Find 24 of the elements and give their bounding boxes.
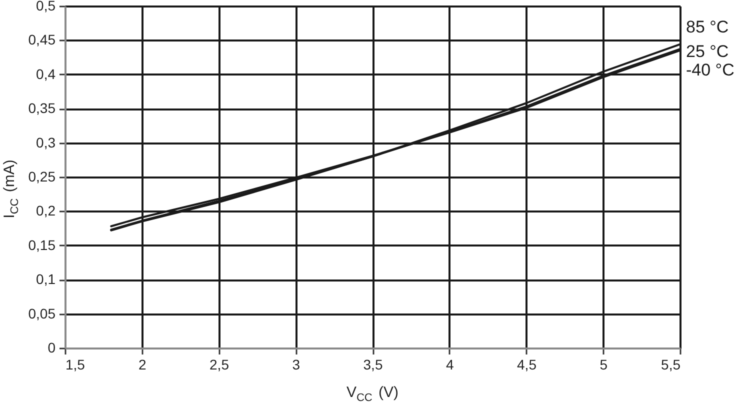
y-tick-label: 0,2 bbox=[36, 202, 56, 219]
x-tick-label: 2 bbox=[138, 356, 146, 372]
x-tick-label: 3,5 bbox=[363, 356, 383, 372]
y-tick-label: 0,4 bbox=[36, 66, 56, 82]
y-tick-label: 0,3 bbox=[36, 134, 56, 150]
x-tick-label: 3 bbox=[292, 356, 300, 372]
y-tick-label: 0,1 bbox=[36, 271, 56, 288]
x-tick-label: 2,5 bbox=[210, 356, 230, 372]
x-tick-label: 5,5 bbox=[661, 356, 681, 372]
y-tick-label: 0,45 bbox=[28, 32, 56, 48]
y-tick-label: 0,05 bbox=[28, 305, 56, 322]
x-tick-label: 4 bbox=[446, 356, 454, 372]
y-axis-title: ICC (mA) bbox=[1, 160, 21, 218]
x-tick-label: 4,5 bbox=[517, 356, 537, 372]
y-tick-label: 0,25 bbox=[28, 168, 56, 184]
series-label: 85 °C bbox=[686, 17, 729, 36]
y-tick-label: 0,15 bbox=[28, 236, 56, 253]
y-tick-label: 0,35 bbox=[28, 100, 56, 116]
x-tick-label: 5 bbox=[600, 356, 608, 372]
x-tick-label: 1,5 bbox=[66, 356, 86, 372]
series-label: 25 °C bbox=[686, 42, 729, 62]
y-tick-label: 0,5 bbox=[36, 0, 56, 14]
y-tick-label: 0 bbox=[48, 340, 56, 356]
series-label: -40 °C bbox=[686, 60, 734, 80]
